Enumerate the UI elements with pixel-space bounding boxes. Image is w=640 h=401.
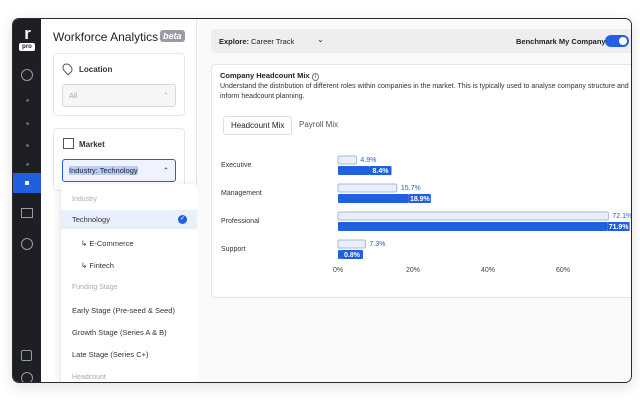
location-card: Location All ⌃ xyxy=(53,53,185,116)
bar xyxy=(337,155,357,165)
dropdown-item[interactable]: Late Stage (Series C+) xyxy=(72,350,149,359)
bar xyxy=(338,166,370,175)
value-label-bg xyxy=(408,194,431,203)
category-label: Executive xyxy=(221,162,251,169)
nav-dot[interactable] xyxy=(26,163,29,166)
benchmark-label: Benchmark My Company xyxy=(516,37,606,46)
x-tick-label: 20% xyxy=(406,267,420,274)
value-label-bg xyxy=(369,166,392,175)
main: Explore: Career Track ⌄ Benchmark My Com… xyxy=(197,19,632,382)
x-tick-label: 60% xyxy=(556,267,570,274)
bar xyxy=(337,183,398,193)
value-label: 71.9% xyxy=(609,224,630,231)
chart-card: Company Headcount Mix i Understand the d… xyxy=(211,64,632,298)
market-label: Market xyxy=(79,140,105,149)
explore-label: Explore: xyxy=(219,37,250,46)
location-value: All xyxy=(69,91,78,100)
item-text: Technology xyxy=(72,215,110,224)
dropdown-group: Funding Stage xyxy=(72,284,118,291)
nav-dot[interactable] xyxy=(26,122,29,125)
category-label: Management xyxy=(221,190,262,197)
toolbar: Explore: Career Track ⌄ Benchmark My Com… xyxy=(211,29,631,53)
logo-badge: pro xyxy=(19,43,35,51)
value-label-bg xyxy=(607,222,630,231)
search-icon[interactable] xyxy=(21,238,33,250)
explore-value[interactable]: Career Track xyxy=(251,37,295,46)
value-label: 4.9% xyxy=(360,157,376,164)
tab[interactable]: Payroll Mix xyxy=(299,120,339,129)
location-label: Location xyxy=(79,65,113,74)
nav-active[interactable] xyxy=(13,173,41,193)
dropdown-item[interactable]: Technology ✓ xyxy=(61,210,197,229)
panel-title: Workforce Analytics xyxy=(53,30,159,44)
category-label: Support xyxy=(221,246,246,253)
market-value: Industry: Technology xyxy=(69,166,138,175)
value-label-bg xyxy=(341,250,363,259)
bar xyxy=(338,222,608,231)
card-title: Company Headcount Mix i xyxy=(220,71,319,81)
sidebar: r pro xyxy=(13,19,41,382)
nav-dot[interactable] xyxy=(26,144,29,147)
dropdown-item[interactable]: ↳ Fintech xyxy=(81,261,114,270)
beta-badge: beta xyxy=(160,30,185,42)
x-tick-label: 40% xyxy=(481,267,495,274)
value-label: 72.1% xyxy=(612,213,632,220)
copy-icon[interactable] xyxy=(21,350,32,361)
logo: r xyxy=(24,24,31,43)
building-icon xyxy=(63,138,74,149)
value-label: 18.9% xyxy=(410,196,431,203)
tab-active[interactable]: Headcount Mix xyxy=(223,116,293,135)
filter-panel: Workforce Analytics beta Location All ⌃ M… xyxy=(41,19,197,382)
pin-icon xyxy=(60,61,75,76)
market-select[interactable]: Industry: Technology ⌃ xyxy=(62,159,176,182)
card-description: Understand the distribution of different… xyxy=(220,83,629,100)
card-title-text: Company Headcount Mix xyxy=(220,71,310,80)
chevron[interactable]: ⌄ xyxy=(317,35,324,44)
nav-dot[interactable] xyxy=(26,99,29,102)
dropdown: Industry Technology ✓ ↳ E-Commerce ↳ Fint… xyxy=(61,184,197,382)
bar xyxy=(338,194,409,203)
category-label: Professional xyxy=(221,218,260,225)
value-label: 8.4% xyxy=(373,168,390,175)
dropdown-item[interactable]: ↳ E-Commerce xyxy=(81,239,134,248)
value-label: 15.7% xyxy=(401,185,421,192)
explore-icon[interactable] xyxy=(21,69,33,81)
dropdown-item[interactable]: Early Stage (Pre-seed & Seed) xyxy=(72,306,175,315)
x-tick-label: 0% xyxy=(333,267,343,274)
bar xyxy=(338,250,341,259)
settings-icon[interactable] xyxy=(21,372,33,382)
value-label: 7.3% xyxy=(369,241,385,248)
location-select[interactable]: All ⌃ xyxy=(62,84,176,107)
app-window: r pro Workforce Analytics beta Location … xyxy=(12,18,632,383)
bar xyxy=(337,211,609,221)
dropdown-item[interactable]: Growth Stage (Series A & B) xyxy=(72,328,167,337)
chart: 0% 20% 40% 60% Executive 4.9% 8.4% Management 15… xyxy=(221,155,632,274)
market-card: Market Industry: Technology ⌃ xyxy=(53,128,185,191)
dropdown-group: Headcount xyxy=(72,374,106,381)
dropdown-group: Industry xyxy=(72,196,97,203)
bar xyxy=(337,239,366,249)
value-label: 0.8% xyxy=(344,252,361,259)
org-icon[interactable] xyxy=(21,208,33,218)
toggle[interactable] xyxy=(605,35,629,47)
